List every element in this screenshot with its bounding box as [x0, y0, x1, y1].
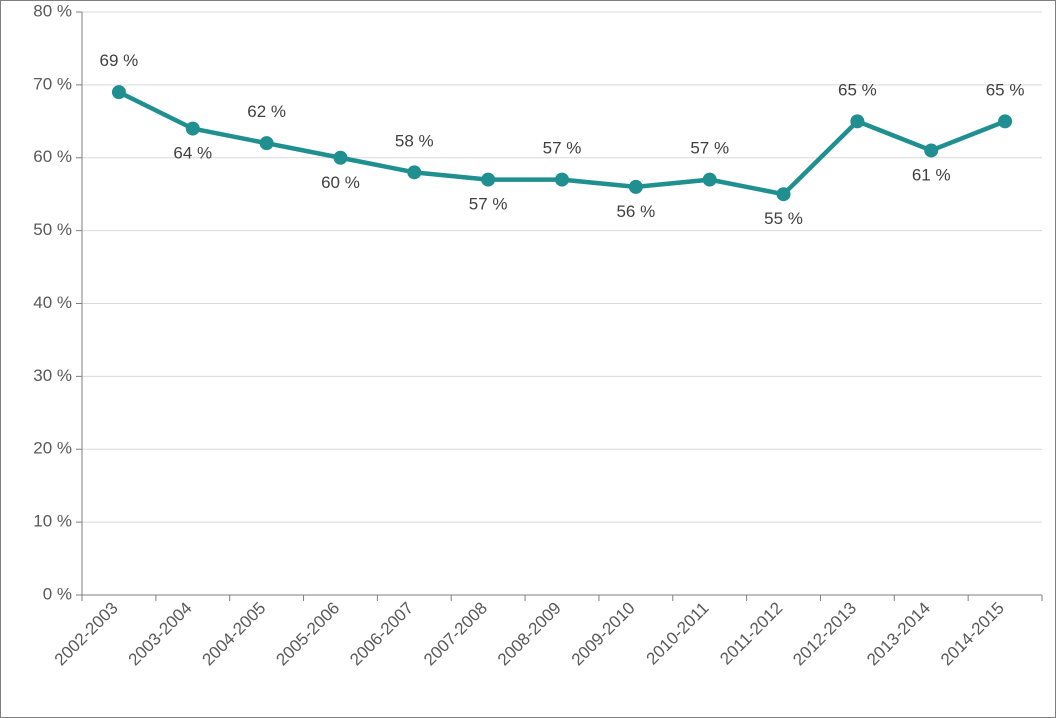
y-tick-label: 10 %	[33, 512, 72, 531]
data-label: 60 %	[321, 173, 360, 192]
y-tick-label: 80 %	[33, 1, 72, 20]
data-label: 65 %	[838, 80, 877, 99]
series-marker	[260, 136, 274, 150]
series-marker	[777, 187, 791, 201]
data-label: 57 %	[690, 139, 729, 158]
data-label: 64 %	[173, 144, 212, 163]
y-tick-label: 20 %	[33, 439, 72, 458]
data-label: 65 %	[986, 80, 1025, 99]
series-marker	[481, 173, 495, 187]
series-marker	[186, 122, 200, 136]
series-marker	[407, 165, 421, 179]
data-label: 58 %	[395, 131, 434, 150]
data-label: 61 %	[912, 165, 951, 184]
series-marker	[850, 114, 864, 128]
data-label: 55 %	[764, 209, 803, 228]
series-marker	[703, 173, 717, 187]
data-label: 56 %	[616, 202, 655, 221]
data-label: 62 %	[247, 102, 286, 121]
data-label: 57 %	[543, 139, 582, 158]
series-marker	[998, 114, 1012, 128]
y-tick-label: 70 %	[33, 74, 72, 93]
y-tick-label: 0 %	[43, 584, 72, 603]
series-marker	[924, 143, 938, 157]
data-label: 57 %	[469, 195, 508, 214]
y-tick-label: 40 %	[33, 293, 72, 312]
y-tick-label: 50 %	[33, 220, 72, 239]
y-tick-label: 60 %	[33, 147, 72, 166]
chart-svg: 0 %10 %20 %30 %40 %50 %60 %70 %80 %2002-…	[0, 0, 1056, 718]
series-marker	[555, 173, 569, 187]
series-marker	[629, 180, 643, 194]
line-chart: 0 %10 %20 %30 %40 %50 %60 %70 %80 %2002-…	[0, 0, 1056, 718]
data-label: 69 %	[100, 51, 139, 70]
series-marker	[112, 85, 126, 99]
series-marker	[333, 151, 347, 165]
y-tick-label: 30 %	[33, 366, 72, 385]
